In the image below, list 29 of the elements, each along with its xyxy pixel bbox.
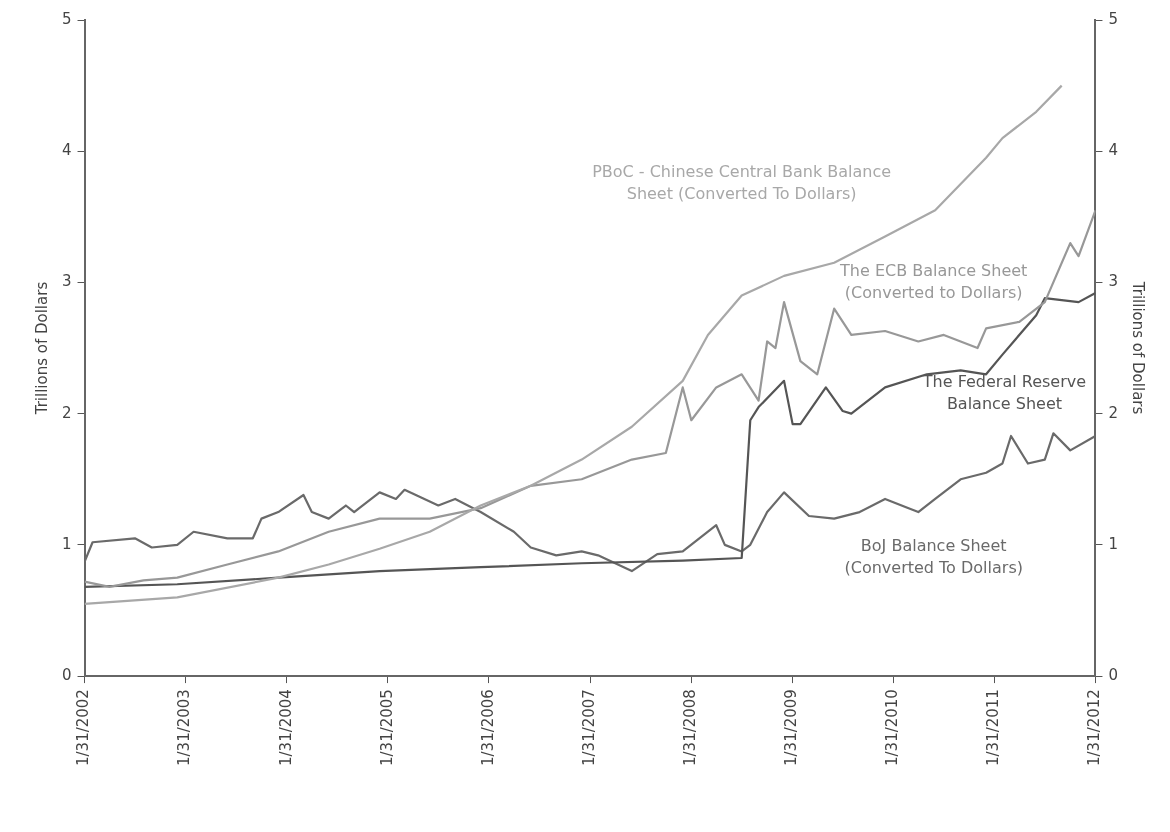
series-label: The Federal Reserve Balance Sheet	[921, 372, 1087, 414]
x-tick-label: 1/31/2011	[984, 689, 1003, 767]
x-tick-label: 1/31/2008	[680, 689, 699, 767]
x-tick-label: 1/31/2012	[1085, 689, 1104, 767]
x-tick-label: 1/31/2007	[579, 689, 598, 767]
series-label: BoJ Balance Sheet (Converted To Dollars)	[844, 536, 1023, 578]
x-tick-label: 1/31/2009	[782, 689, 801, 767]
y2-tick-label: 4	[1108, 141, 1118, 160]
y2-tick-label: 5	[1108, 9, 1118, 28]
x-tick-label: 1/31/2004	[276, 689, 295, 767]
y-tick-label: 5	[62, 9, 72, 28]
y2-tick-label: 2	[1108, 403, 1118, 422]
x-tick-label: 1/31/2002	[74, 689, 93, 767]
y-tick-label: 1	[62, 534, 72, 553]
y-tick-label: 3	[62, 272, 72, 291]
x-tick-label: 1/31/2003	[175, 689, 194, 767]
y2-tick-label: 1	[1108, 534, 1118, 553]
x-tick-label: 1/31/2010	[883, 689, 902, 767]
series-label: The ECB Balance Sheet (Converted to Dollars)	[839, 260, 1028, 302]
y2-axis-title: Trillions of Dollars	[1129, 280, 1148, 415]
x-tick-label: 1/31/2005	[377, 689, 396, 767]
y-tick-label: 0	[62, 665, 72, 684]
y2-tick-label: 0	[1108, 665, 1118, 684]
y-axis-title: Trillions of Dollars	[32, 281, 51, 416]
y-tick-label: 2	[62, 403, 72, 422]
y2-tick-label: 3	[1108, 272, 1118, 291]
series-label: PBoC - Chinese Central Bank Balance Sheet (Converted To Dollars)	[592, 162, 892, 204]
x-tick-label: 1/31/2006	[478, 689, 497, 767]
y-tick-label: 4	[62, 141, 72, 160]
